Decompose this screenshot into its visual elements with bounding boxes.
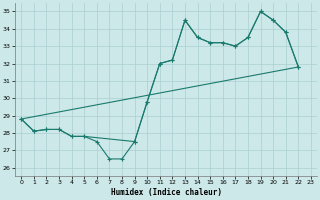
X-axis label: Humidex (Indice chaleur): Humidex (Indice chaleur): [111, 188, 221, 197]
